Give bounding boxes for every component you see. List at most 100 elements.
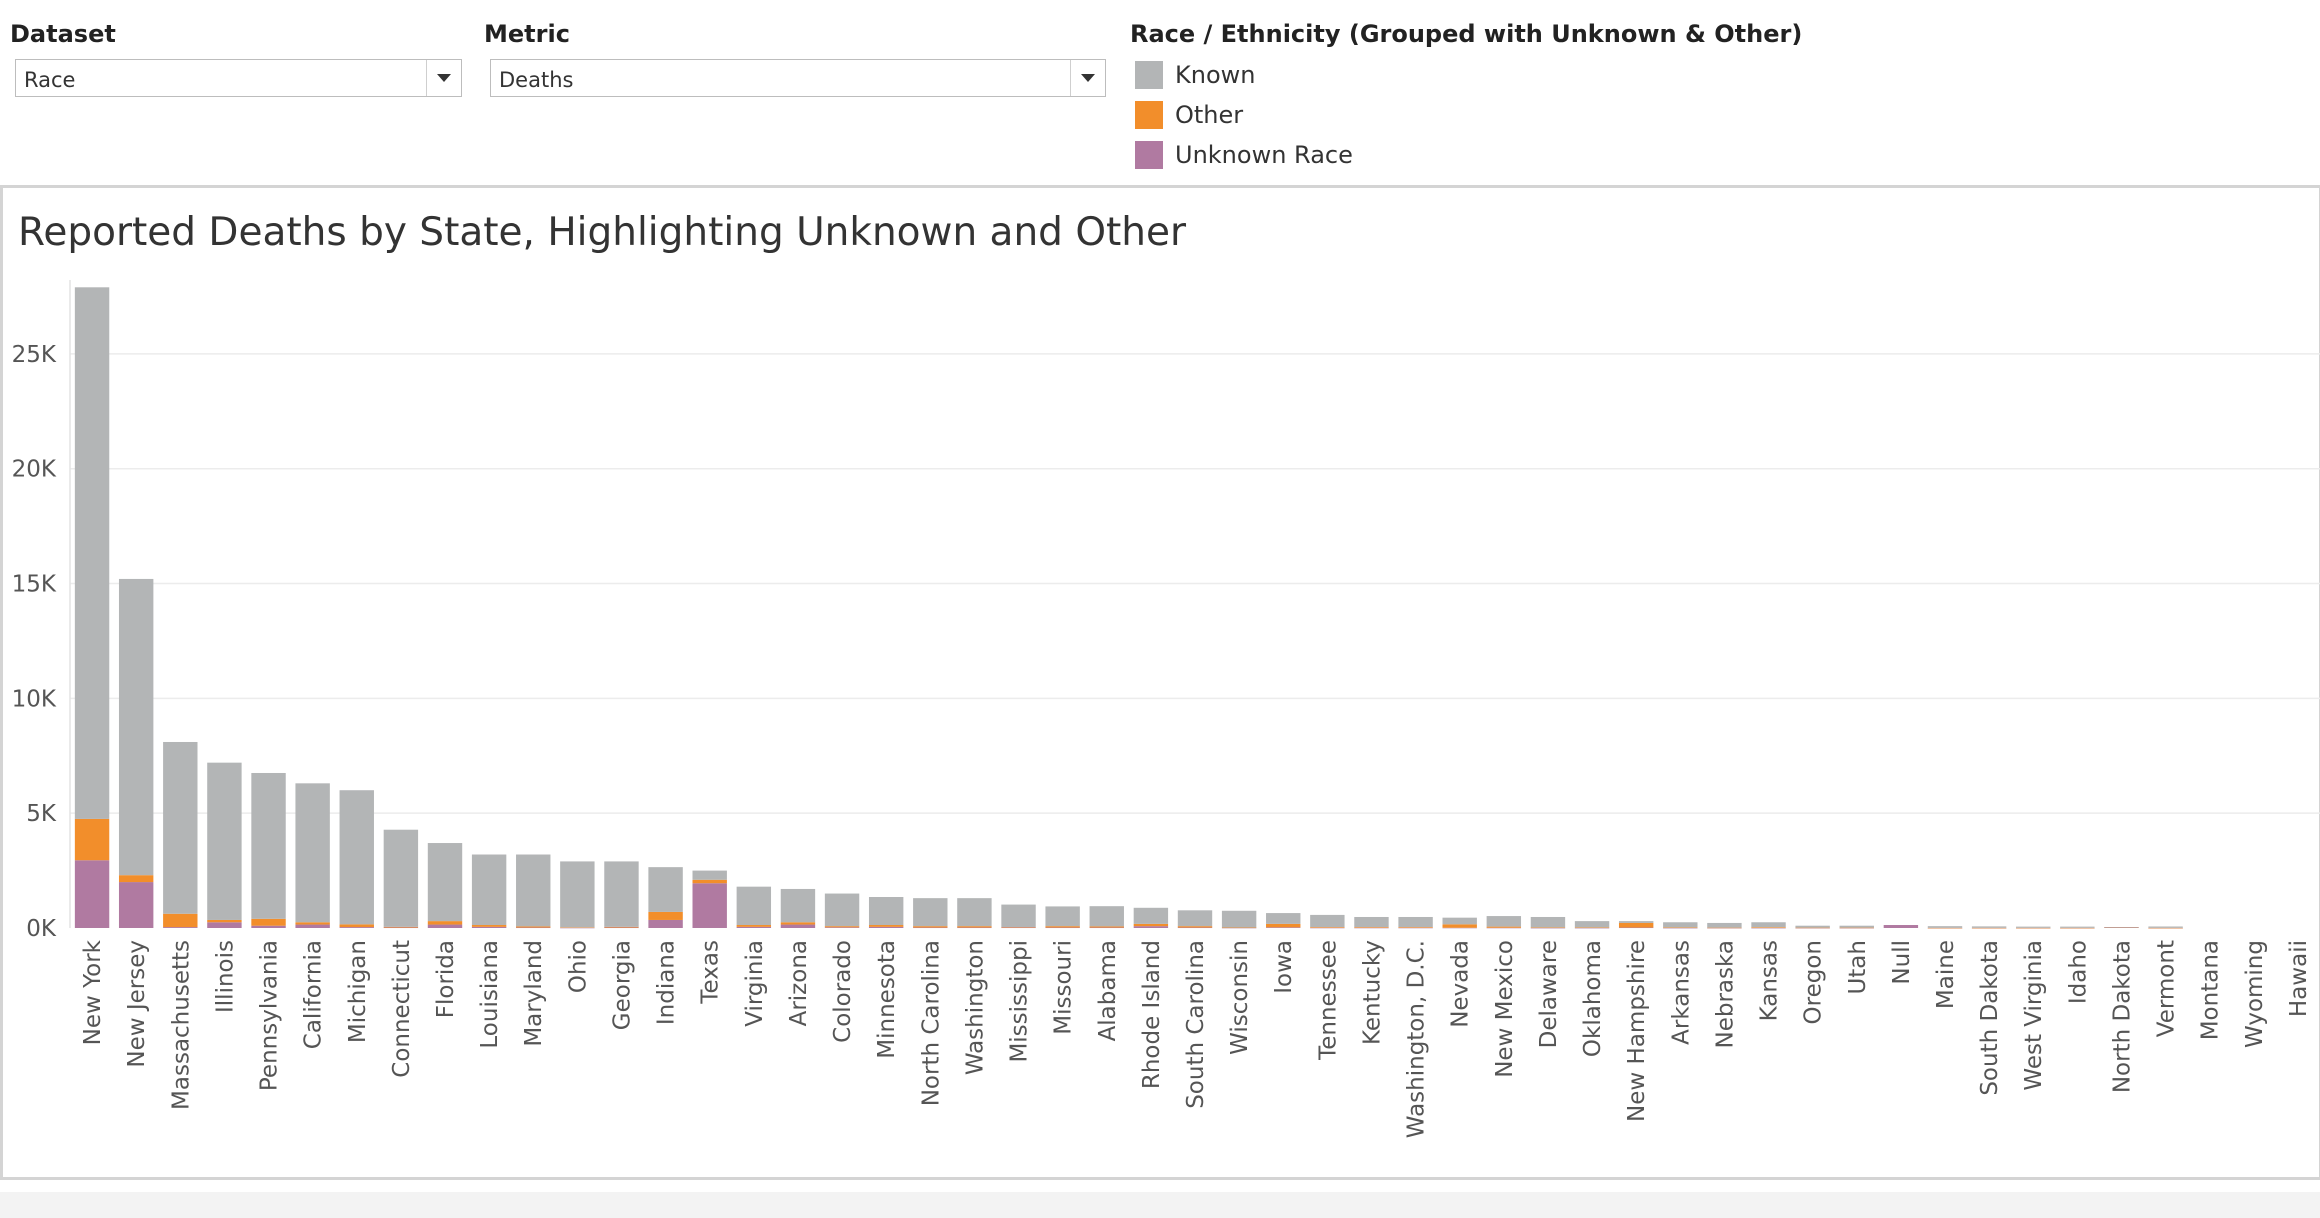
bar-segment-other[interactable] — [295, 922, 330, 925]
bar-segment-other[interactable] — [1839, 927, 1874, 929]
bar-segment-other[interactable] — [1177, 926, 1213, 928]
bar-segment-other[interactable] — [1354, 927, 1389, 928]
bar-segment-known[interactable] — [1310, 914, 1345, 928]
bar-segment-other[interactable] — [868, 925, 904, 927]
bar-segment-known[interactable] — [1221, 910, 1257, 928]
bar-segment-known[interactable] — [1045, 906, 1080, 927]
bar-segment-known[interactable] — [1177, 910, 1213, 927]
bar-segment-known[interactable] — [207, 762, 242, 920]
bar-segment-other[interactable] — [957, 926, 992, 928]
bar-segment-unknown-race[interactable] — [1883, 925, 1919, 928]
bar-segment-unknown-race[interactable] — [1354, 927, 1389, 929]
bar-segment-other[interactable] — [1751, 927, 1786, 928]
bar-segment-other[interactable] — [1707, 927, 1742, 929]
bar-segment-unknown-race[interactable] — [163, 927, 198, 928]
bar-segment-known[interactable] — [1927, 926, 1963, 928]
bar-segment-other[interactable] — [1266, 923, 1301, 928]
bar-segment-known[interactable] — [1398, 916, 1433, 928]
bar-segment-unknown-race[interactable] — [1663, 927, 1698, 929]
bar-segment-other[interactable] — [1618, 922, 1654, 928]
metric-dropdown[interactable]: Deaths — [490, 59, 1106, 97]
bar-segment-other[interactable] — [2016, 927, 2051, 929]
bar-segment-known[interactable] — [1001, 904, 1036, 928]
bar-segment-known[interactable] — [1354, 916, 1389, 928]
bar-segment-other[interactable] — [1045, 926, 1080, 928]
bar-segment-unknown-race[interactable] — [1310, 927, 1345, 929]
bar-segment-other[interactable] — [1089, 926, 1124, 928]
bar-segment-known[interactable] — [1133, 907, 1169, 924]
bar-segment-other[interactable] — [471, 925, 507, 927]
bar-segment-unknown-race[interactable] — [1442, 927, 1477, 929]
dataset-dropdown-button[interactable] — [426, 60, 461, 96]
bar-segment-other[interactable] — [648, 911, 683, 920]
bar-segment-other[interactable] — [1001, 927, 1036, 928]
bar-segment-known[interactable] — [1839, 925, 1874, 928]
bar-segment-unknown-race[interactable] — [604, 927, 639, 929]
bar-segment-unknown-race[interactable] — [471, 926, 507, 928]
bar-segment-known[interactable] — [736, 886, 772, 926]
bar-segment-other[interactable] — [516, 926, 551, 928]
bar-segment-known[interactable] — [1574, 921, 1610, 928]
bar-segment-other[interactable] — [913, 926, 948, 928]
bar-segment-other[interactable] — [1530, 927, 1566, 928]
bar-segment-known[interactable] — [604, 861, 639, 927]
bar-segment-known[interactable] — [1795, 925, 1830, 928]
bar-segment-known[interactable] — [1663, 922, 1698, 928]
bar-segment-other[interactable] — [2148, 927, 2183, 929]
bar-segment-known[interactable] — [1751, 922, 1786, 928]
bar-segment-known[interactable] — [516, 854, 551, 927]
bar-segment-known[interactable] — [295, 783, 330, 923]
bar-segment-known[interactable] — [2148, 926, 2183, 928]
bar-segment-other[interactable] — [692, 879, 727, 884]
bar-segment-other[interactable] — [1971, 927, 2007, 929]
bar-segment-other[interactable] — [1310, 927, 1345, 928]
bar-segment-other[interactable] — [560, 927, 595, 928]
bar-segment-known[interactable] — [2016, 926, 2051, 928]
bar-segment-known[interactable] — [1618, 921, 1654, 923]
bar-segment-unknown-race[interactable] — [1045, 927, 1080, 929]
bar-segment-known[interactable] — [427, 843, 463, 922]
bar-segment-unknown-race[interactable] — [1133, 926, 1169, 928]
bar-segment-unknown-race[interactable] — [1266, 927, 1301, 928]
bar-segment-unknown-race[interactable] — [74, 860, 110, 928]
bar-segment-known[interactable] — [1486, 916, 1522, 927]
bar-segment-known[interactable] — [1707, 922, 1742, 928]
bar-segment-other[interactable] — [1486, 926, 1522, 928]
bar-segment-unknown-race[interactable] — [251, 925, 286, 928]
bar-segment-unknown-race[interactable] — [1574, 927, 1610, 929]
bar-segment-unknown-race[interactable] — [868, 926, 904, 928]
bar-segment-unknown-race[interactable] — [1751, 927, 1786, 929]
bar-segment-known[interactable] — [2060, 926, 2095, 928]
dataset-dropdown[interactable]: Race — [15, 59, 462, 97]
bar-segment-unknown-race[interactable] — [295, 924, 330, 928]
bar-segment-known[interactable] — [868, 896, 904, 926]
bar-segment-other[interactable] — [780, 922, 816, 925]
bar-segment-unknown-race[interactable] — [383, 927, 419, 929]
bar-segment-other[interactable] — [118, 875, 154, 883]
bar-segment-known[interactable] — [383, 829, 419, 927]
bar-segment-other[interactable] — [1133, 923, 1169, 927]
bar-segment-unknown-race[interactable] — [1398, 927, 1433, 929]
bar-segment-other[interactable] — [824, 926, 860, 928]
bar-segment-known[interactable] — [1089, 906, 1124, 927]
metric-dropdown-button[interactable] — [1070, 60, 1105, 96]
bar-segment-known[interactable] — [957, 898, 992, 927]
bar-segment-other[interactable] — [2060, 927, 2095, 929]
bar-segment-unknown-race[interactable] — [1530, 927, 1566, 929]
bar-segment-other[interactable] — [1442, 924, 1477, 928]
bar-segment-other[interactable] — [604, 926, 639, 928]
bar-segment-other[interactable] — [74, 818, 110, 861]
bar-segment-unknown-race[interactable] — [957, 927, 992, 929]
bar-segment-known[interactable] — [339, 790, 374, 925]
bar-segment-unknown-race[interactable] — [339, 927, 374, 928]
bar-segment-other[interactable] — [339, 924, 374, 928]
bar-segment-unknown-race[interactable] — [427, 924, 463, 928]
bar-segment-known[interactable] — [1442, 917, 1477, 925]
bar-segment-known[interactable] — [471, 854, 507, 926]
bar-segment-other[interactable] — [383, 926, 419, 928]
bar-segment-unknown-race[interactable] — [1177, 927, 1213, 929]
bar-segment-unknown-race[interactable] — [560, 927, 595, 929]
bar-segment-other[interactable] — [736, 925, 772, 927]
bar-segment-known[interactable] — [74, 287, 110, 819]
bar-segment-unknown-race[interactable] — [516, 927, 551, 929]
